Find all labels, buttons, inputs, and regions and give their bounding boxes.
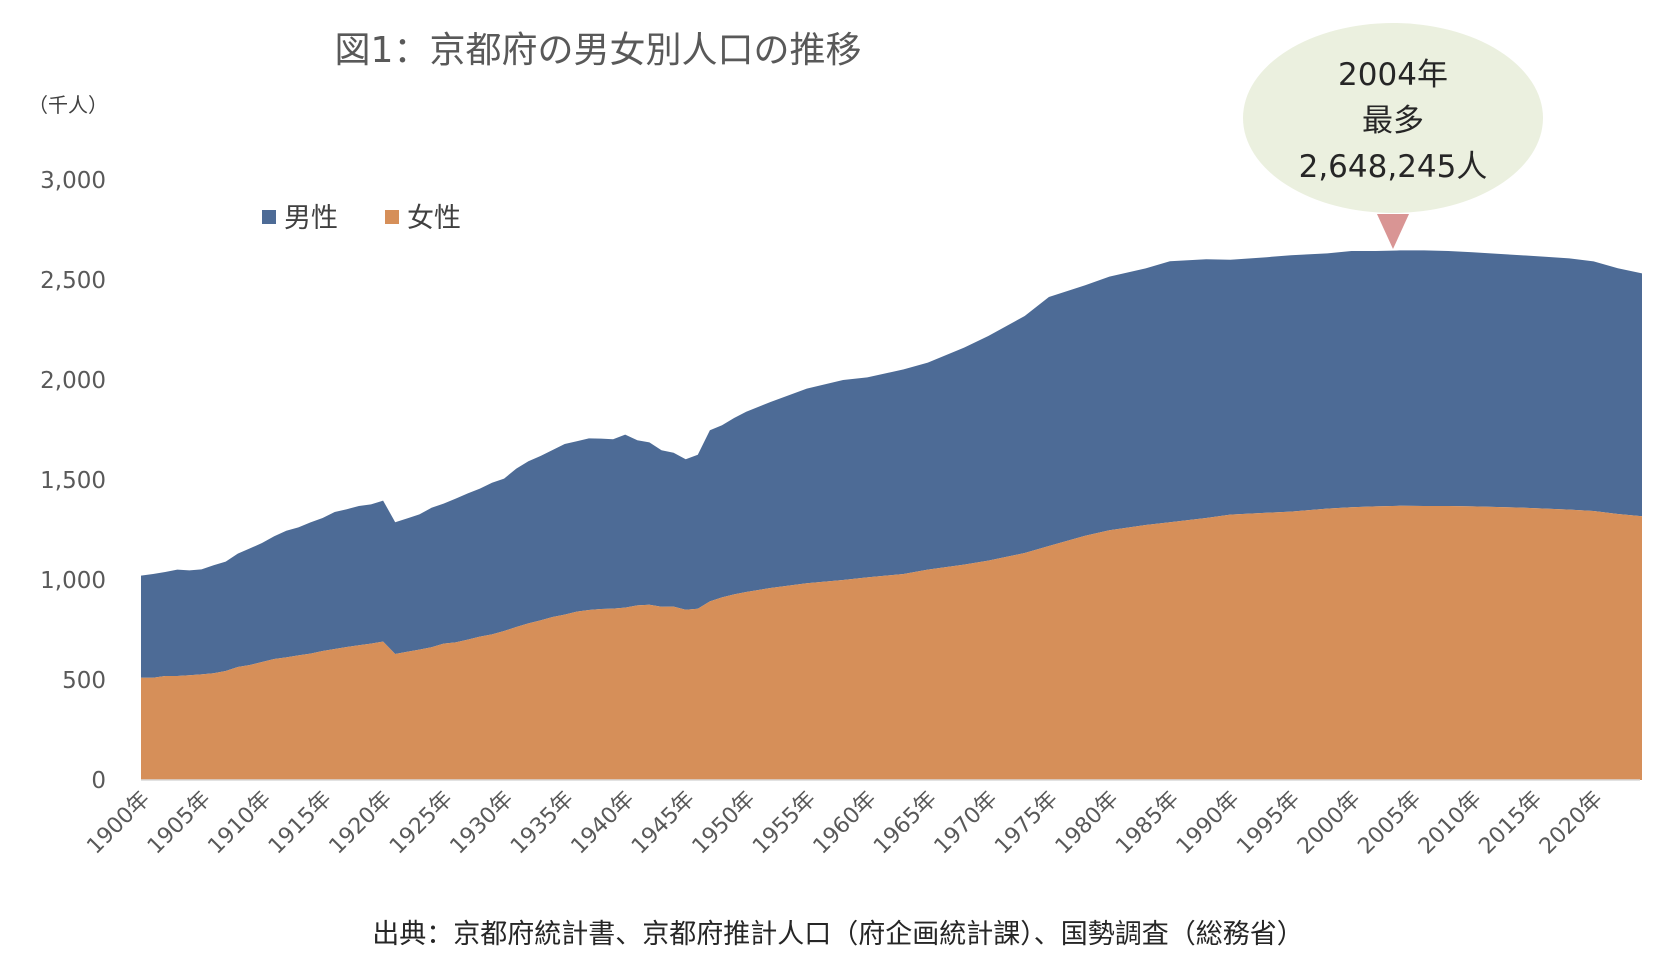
x-tick-label: 1935年	[506, 787, 579, 860]
x-tick-label: 2020年	[1535, 787, 1608, 860]
callout-pointer	[1377, 214, 1409, 249]
x-tick-label: 1980年	[1051, 787, 1124, 860]
x-tick-label: 1955年	[748, 787, 821, 860]
peak-callout: 2004年 最多 2,648,245人	[1243, 23, 1543, 249]
legend-swatch-male	[262, 210, 276, 224]
source-note: 出典：京都府統計書、京都府推計人口（府企画統計課）、国勢調査（総務省）	[372, 919, 1304, 950]
y-axis-unit-label: （千人）	[28, 93, 108, 117]
y-tick-label: 1,000	[40, 568, 106, 594]
x-tick-label: 1965年	[869, 787, 942, 860]
x-tick-label: 1940年	[567, 787, 640, 860]
stacked-areas	[141, 250, 1642, 780]
x-tick-label: 1945年	[627, 787, 700, 860]
x-tick-label: 1915年	[264, 787, 337, 860]
x-tick-label: 1975年	[990, 787, 1063, 860]
y-tick-label: 1,500	[40, 468, 106, 494]
y-tick-label: 0	[91, 768, 106, 794]
x-tick-label: 2010年	[1414, 787, 1487, 860]
callout-label: 最多	[1362, 103, 1424, 139]
x-tick-label: 1905年	[143, 787, 216, 860]
legend-label-male: 男性	[284, 203, 338, 234]
y-tick-label: 500	[62, 668, 106, 694]
female-area	[141, 505, 1642, 780]
x-tick-label: 2005年	[1353, 787, 1426, 860]
x-tick-label: 1930年	[446, 787, 519, 860]
y-axis-ticks: 0 500 1,000 1,500 2,000 2,500 3,000	[40, 168, 106, 794]
male-area	[141, 250, 1642, 678]
x-tick-label: 1950年	[688, 787, 761, 860]
x-tick-label: 1920年	[325, 787, 398, 860]
chart-title: 図1：京都府の男女別人口の推移	[335, 30, 862, 71]
x-tick-label: 1900年	[82, 787, 155, 860]
x-tick-label: 2000年	[1293, 787, 1366, 860]
x-tick-label: 1910年	[203, 787, 276, 860]
x-tick-label: 2015年	[1474, 787, 1547, 860]
y-tick-label: 2,500	[40, 268, 106, 294]
x-tick-label: 1990年	[1172, 787, 1245, 860]
callout-bubble	[1243, 23, 1543, 213]
x-tick-label: 1985年	[1111, 787, 1184, 860]
legend-item-male: 男性	[262, 203, 338, 234]
x-tick-label: 1925年	[385, 787, 458, 860]
legend: 男性 女性	[262, 203, 461, 234]
legend-label-female: 女性	[407, 203, 461, 234]
callout-value: 2,648,245人	[1299, 149, 1488, 185]
legend-item-female: 女性	[385, 203, 461, 234]
y-tick-label: 2,000	[40, 368, 106, 394]
legend-swatch-female	[385, 210, 399, 224]
x-tick-label: 1970年	[930, 787, 1003, 860]
x-tick-label: 1960年	[809, 787, 882, 860]
x-tick-label: 1995年	[1232, 787, 1305, 860]
callout-year: 2004年	[1338, 57, 1448, 93]
x-axis-ticks: 1900年1905年1910年1915年1920年1925年1930年1935年…	[82, 787, 1607, 860]
y-tick-label: 3,000	[40, 168, 106, 194]
